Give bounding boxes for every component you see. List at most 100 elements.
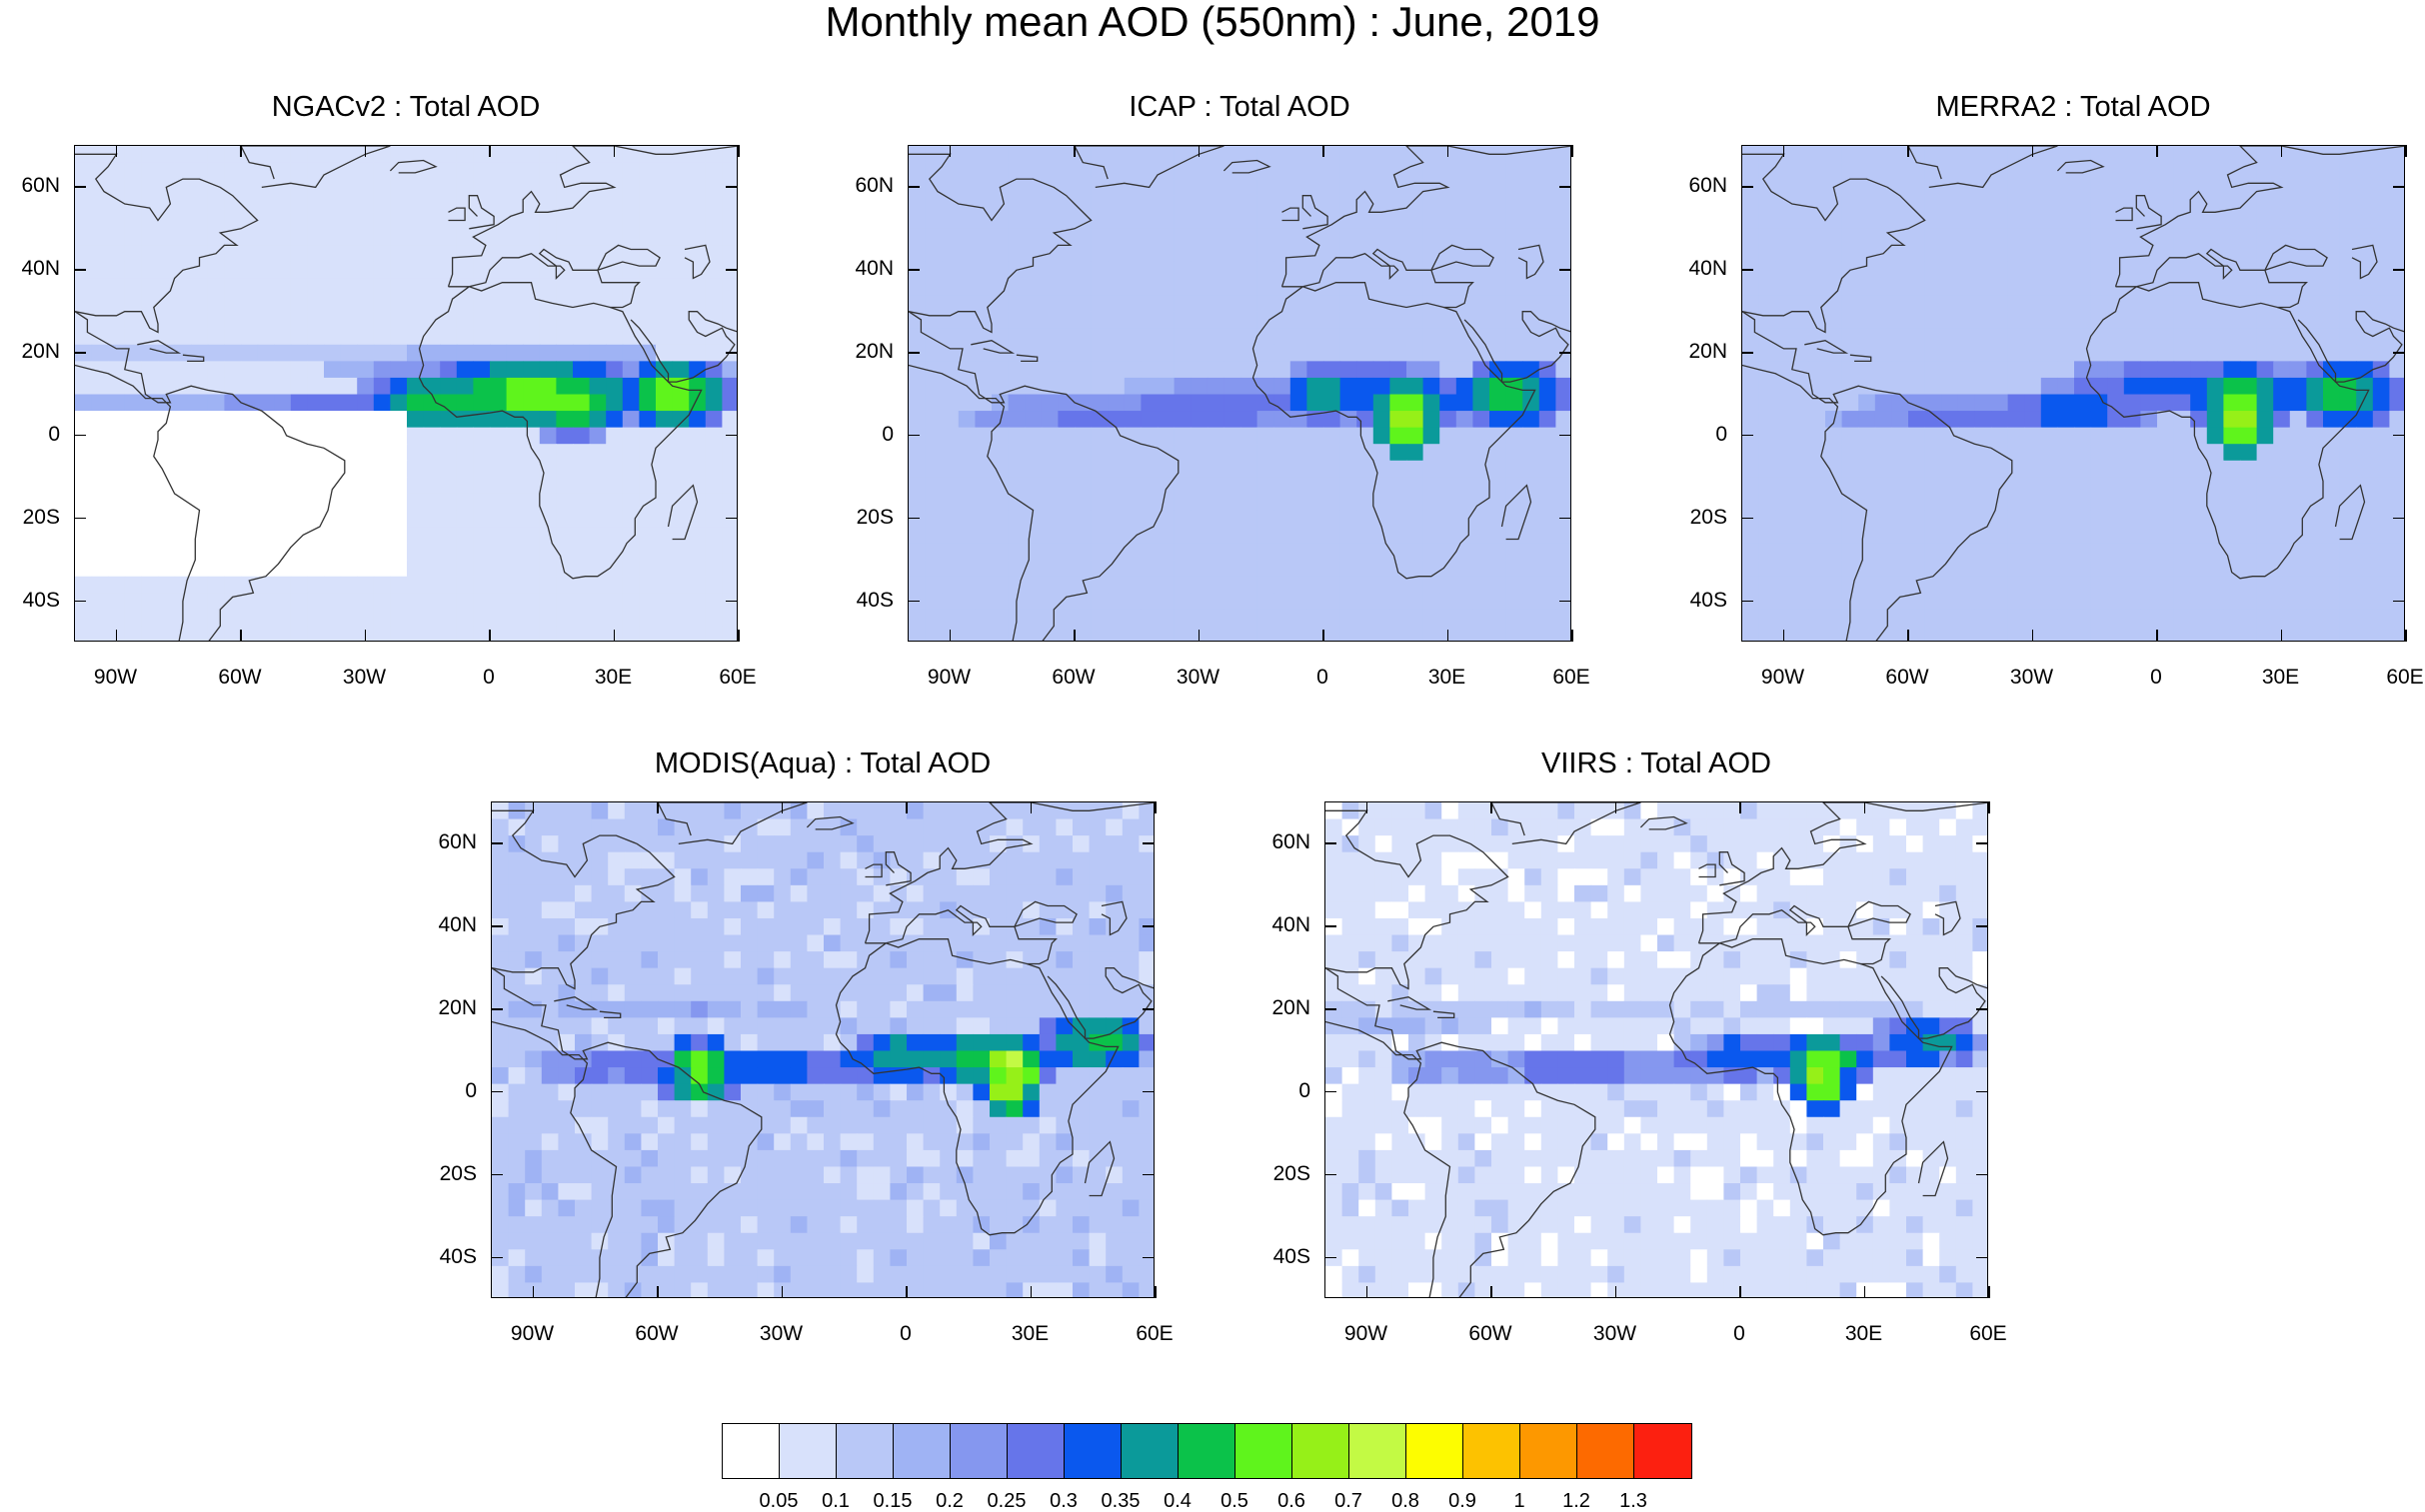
coastline (418, 286, 703, 580)
coastline (1074, 146, 1224, 189)
lat-tick-label: 20N (438, 996, 477, 1020)
panel-title: VIIRS : Total AOD (1541, 748, 1771, 779)
tick-mark (1571, 145, 1573, 157)
coastline (885, 851, 912, 886)
lon-tick-label: 30E (2261, 666, 2300, 689)
lat-tick-label: 20N (1271, 996, 1310, 1020)
coastline (2351, 244, 2378, 280)
lat-tick-label: 60N (855, 174, 894, 198)
colorbar-box (1634, 1424, 1691, 1478)
aod-field (492, 802, 1154, 1297)
coastline (2135, 195, 2162, 230)
tick-mark (908, 600, 920, 603)
coastline (1281, 207, 1299, 222)
colorbar-label: 0.5 (1220, 1490, 1248, 1512)
colorbar-label: 0.15 (873, 1490, 913, 1512)
coastline (137, 340, 182, 354)
tick-mark (1614, 801, 1616, 813)
tick-mark (1322, 145, 1324, 157)
lon-tick-label: 30W (1592, 1322, 1637, 1345)
lat-tick-label: 40S (439, 1244, 477, 1268)
lat-tick-label: 20N (1688, 340, 1727, 364)
coastline (492, 809, 676, 990)
tick-mark (1198, 630, 1200, 642)
lon-tick-label: 60W (1052, 666, 1096, 689)
coastline (492, 967, 763, 1297)
lat-tick-label: 40N (21, 257, 60, 281)
tick-mark (1143, 1008, 1155, 1010)
coastline (835, 942, 1120, 1236)
tick-mark (74, 517, 86, 520)
tick-mark (1741, 269, 1753, 271)
coastline (1668, 942, 1953, 1236)
coastline (389, 159, 438, 174)
tick-mark (1324, 1173, 1336, 1176)
tick-mark (1365, 1286, 1367, 1298)
lon-tick-label: 0 (1316, 666, 1328, 689)
tick-mark (1741, 352, 1753, 354)
colorbar-label: 0.3 (1050, 1490, 1078, 1512)
coastline (2056, 159, 2105, 174)
tick-mark (1739, 801, 1741, 813)
tick-mark (738, 630, 740, 642)
tick-mark (1614, 1286, 1616, 1298)
coastline (1934, 900, 1961, 936)
tick-mark (1741, 434, 1753, 437)
tick-mark (1143, 1256, 1155, 1259)
tick-mark (726, 600, 738, 603)
colorbar-label: 0.2 (936, 1490, 964, 1512)
tick-mark (2156, 145, 2158, 157)
coastline (182, 354, 205, 363)
panel-title: NGACv2 : Total AOD (271, 91, 541, 123)
coastline (1016, 354, 1039, 363)
coastline (1301, 195, 1328, 230)
tick-mark (489, 145, 491, 157)
map-viirs (1324, 801, 1988, 1298)
tick-mark (1976, 1008, 1988, 1010)
lat-tick-label: 0 (1298, 1078, 1310, 1102)
coastline (865, 900, 1078, 965)
tick-mark (1571, 630, 1573, 642)
coastline (1639, 815, 1688, 830)
colorbar-box (1463, 1424, 1520, 1478)
tick-mark (1324, 1256, 1336, 1259)
coastline (1517, 244, 1544, 280)
lat-tick-label: 20S (1272, 1161, 1310, 1185)
tick-mark (2156, 630, 2158, 642)
coastline (1222, 159, 1271, 174)
colorbar-label: 0.4 (1164, 1490, 1192, 1512)
lat-tick-label: 40N (1688, 257, 1727, 281)
lat-tick-label: 40N (1271, 913, 1310, 937)
tick-mark (726, 269, 738, 271)
coastline (2085, 286, 2370, 580)
tick-mark (1976, 1090, 1988, 1093)
colorbar-box (1008, 1424, 1065, 1478)
lon-tick-label: 0 (483, 666, 495, 689)
map-icap (908, 145, 1571, 642)
tick-mark (1446, 145, 1448, 157)
coastline (1697, 802, 1987, 944)
lat-tick-label: 40N (438, 913, 477, 937)
tick-mark (657, 801, 659, 813)
colorbar-box (1577, 1424, 1634, 1478)
colorbar-label: 1.3 (1619, 1490, 1647, 1512)
tick-mark (738, 145, 740, 157)
tick-mark (74, 186, 86, 188)
figure-title: Monthly mean AOD (550nm) : June, 2019 (825, 0, 1600, 45)
tick-mark (908, 352, 920, 354)
tick-mark (1782, 145, 1784, 157)
coastline (667, 484, 699, 541)
tick-mark (1322, 630, 1324, 642)
coastline (1047, 967, 1154, 1039)
lon-tick-label: 30E (1427, 666, 1466, 689)
tick-mark (657, 1286, 659, 1298)
colorbar-box (1179, 1424, 1235, 1478)
colorbar-box (723, 1424, 780, 1478)
lat-tick-label: 40S (22, 588, 60, 612)
colorbar-box (837, 1424, 894, 1478)
lat-tick-label: 0 (1715, 422, 1727, 446)
coastline (1251, 286, 1536, 580)
tick-mark (2393, 352, 2405, 354)
coastline (2115, 207, 2133, 222)
tick-mark (1143, 842, 1155, 844)
